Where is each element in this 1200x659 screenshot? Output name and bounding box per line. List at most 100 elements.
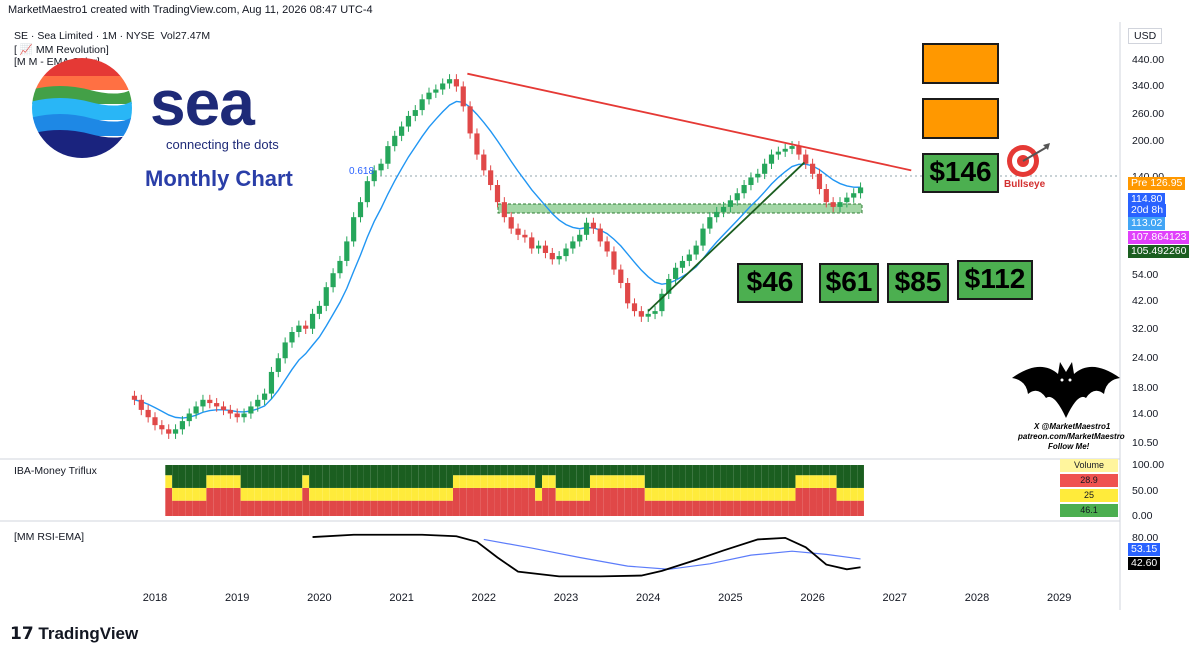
volume-bar — [453, 487, 460, 516]
symbol-legend: SE · Sea Limited · 1M · NYSE Vol27.47M — [14, 30, 210, 42]
candle — [303, 325, 309, 329]
volume-bar — [405, 487, 412, 501]
candle — [426, 92, 432, 100]
candle — [631, 303, 638, 312]
indicator-legend-1[interactable]: [ 📈 MM Revolution] — [14, 44, 109, 56]
volume-pane-label[interactable]: IBA-Money Triflux — [14, 465, 97, 477]
volume-bar — [679, 465, 686, 488]
volume-bar — [473, 487, 481, 516]
volume-bar — [542, 465, 549, 476]
volume-bar — [781, 500, 789, 516]
symbol-line: SE · Sea Limited · 1M · NYSE — [14, 30, 155, 42]
rsi-tag: 42.60 — [1128, 557, 1161, 570]
volume-bar — [261, 465, 268, 488]
volume-bar — [603, 475, 611, 488]
rsi-pane-label[interactable]: [MM RSI-EMA] — [14, 531, 84, 543]
candle — [378, 163, 384, 171]
volume-bar — [179, 465, 186, 488]
volume-bar — [274, 500, 282, 516]
volume-bar — [822, 487, 830, 516]
volume-bar — [548, 487, 556, 516]
volume-bar — [281, 487, 289, 501]
candle — [816, 173, 823, 190]
candle — [542, 245, 549, 253]
volume-bar — [617, 487, 625, 516]
volume-bar — [590, 465, 597, 476]
volume-bar — [521, 475, 529, 488]
price-tag: 105.492260 — [1128, 245, 1190, 258]
candle — [152, 417, 158, 426]
volume-bar — [500, 487, 508, 516]
price-chart[interactable] — [0, 0, 1200, 610]
volume-bar — [747, 487, 755, 501]
price-tick: 54.00 — [1132, 269, 1159, 282]
volume-bar — [302, 487, 310, 516]
candle — [255, 399, 261, 407]
volume-bar — [754, 487, 762, 501]
volume-bar — [706, 487, 714, 501]
volume-bar — [740, 465, 748, 488]
volume-bar — [596, 475, 604, 488]
volume-bar — [555, 500, 563, 516]
volume-bar — [514, 475, 522, 488]
candle — [844, 197, 850, 203]
price-tick: 200.00 — [1132, 134, 1165, 147]
candle — [604, 241, 610, 252]
candle — [145, 409, 151, 418]
volume-bar — [672, 500, 679, 516]
volume-bar — [850, 500, 858, 516]
volume-bar — [590, 475, 597, 488]
candle — [679, 260, 686, 268]
volume-bar — [610, 465, 618, 476]
candle — [453, 79, 459, 87]
sea-wordmark: sea — [150, 67, 255, 139]
volume-bar — [494, 465, 501, 476]
time-tick: 2021 — [389, 592, 414, 604]
volume-bar — [309, 465, 316, 488]
volume-bar — [857, 487, 864, 501]
volume-bar — [350, 487, 358, 501]
volume-bar — [617, 465, 625, 476]
volume-bar — [316, 465, 323, 488]
volume-bar — [802, 475, 810, 488]
candle — [803, 154, 809, 164]
volume-bar — [384, 465, 392, 488]
volume-bar — [268, 487, 275, 501]
volume-bar — [651, 465, 659, 488]
volume-bar — [727, 465, 734, 488]
currency-label[interactable]: USD — [1128, 28, 1163, 44]
volume-table-row-2: 25 — [1060, 489, 1118, 502]
candle — [851, 193, 857, 198]
candle — [823, 189, 829, 203]
volume-bar — [603, 487, 611, 516]
volume-bar — [761, 487, 769, 501]
volume-bar — [809, 465, 816, 476]
volume-bar — [363, 465, 371, 488]
volume-bar — [439, 487, 447, 501]
candle — [508, 217, 514, 229]
candle — [179, 421, 185, 430]
volume-bar — [720, 487, 727, 501]
time-tick: 2028 — [964, 592, 990, 604]
volume-bar — [542, 487, 549, 516]
candle — [673, 267, 679, 279]
candle — [323, 287, 329, 306]
candle — [536, 245, 542, 249]
candle — [344, 241, 350, 261]
volume-bar — [261, 487, 268, 501]
volume-bar — [583, 487, 590, 501]
candle — [399, 126, 405, 136]
candle — [494, 185, 501, 203]
volume-bar — [816, 475, 823, 488]
time-tick: 2018 — [142, 592, 168, 604]
volume-bar — [713, 465, 721, 488]
candle — [734, 193, 740, 201]
price-axis[interactable]: 440.00340.00260.00200.00140.00100.0075.0… — [1120, 0, 1200, 610]
price-tag: Pre 126.95 — [1128, 177, 1186, 190]
volume-bar — [480, 465, 488, 476]
volume-bar — [309, 487, 316, 501]
volume-bar — [281, 500, 289, 516]
volume-bar — [226, 465, 234, 476]
volume-bar — [665, 487, 673, 501]
volume-bar — [446, 500, 453, 516]
